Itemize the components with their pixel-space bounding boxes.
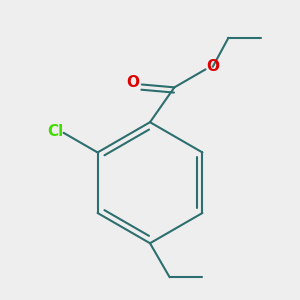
Text: O: O: [127, 75, 140, 90]
Text: Cl: Cl: [47, 124, 64, 139]
Text: O: O: [206, 59, 219, 74]
